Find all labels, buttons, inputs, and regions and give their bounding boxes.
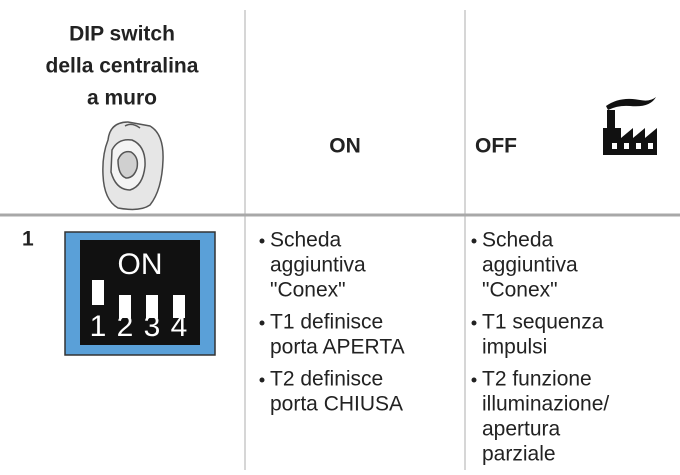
dip-switch — [64, 231, 216, 356]
bullet — [471, 238, 477, 244]
bullet-text: T2 funzione — [482, 368, 592, 391]
header-on: ON — [329, 135, 361, 158]
factory-icon — [603, 97, 657, 155]
dip-number: 2 — [117, 310, 134, 343]
bullet-text: parziale — [482, 443, 556, 466]
dip-label: ON — [118, 248, 163, 281]
bullet-text: Scheda — [482, 229, 554, 252]
header-title: della centralina — [46, 55, 199, 78]
header-off: OFF — [475, 135, 517, 158]
bullet-text: "Conex" — [482, 279, 558, 302]
bullet — [471, 377, 477, 383]
bullet-text: T1 definisce — [270, 311, 383, 334]
bullet-text: T2 definisce — [270, 368, 383, 391]
knob-icon — [102, 121, 164, 211]
bullet-text: impulsi — [482, 336, 547, 359]
bullet — [471, 320, 477, 326]
bullet-text: Scheda — [270, 229, 342, 252]
row-number: 1 — [22, 228, 34, 251]
dip-number: 3 — [144, 310, 161, 343]
header-title: DIP switch — [69, 23, 175, 46]
bullet — [259, 320, 265, 326]
bullet-text: apertura — [482, 418, 561, 441]
dip-number: 1 — [90, 310, 107, 343]
header-title: a muro — [87, 87, 157, 110]
bullet-text: T1 sequenza — [482, 311, 604, 334]
bullet — [259, 238, 265, 244]
bullet-text: porta CHIUSA — [270, 393, 403, 416]
bullet-text: porta APERTA — [270, 336, 405, 359]
dip-number: 4 — [171, 310, 188, 343]
bullet-text: aggiuntiva — [270, 254, 366, 277]
bullet-text: "Conex" — [270, 279, 346, 302]
bullet — [259, 377, 265, 383]
bullet-text: illuminazione/ — [482, 393, 609, 416]
bullet-text: aggiuntiva — [482, 254, 578, 277]
